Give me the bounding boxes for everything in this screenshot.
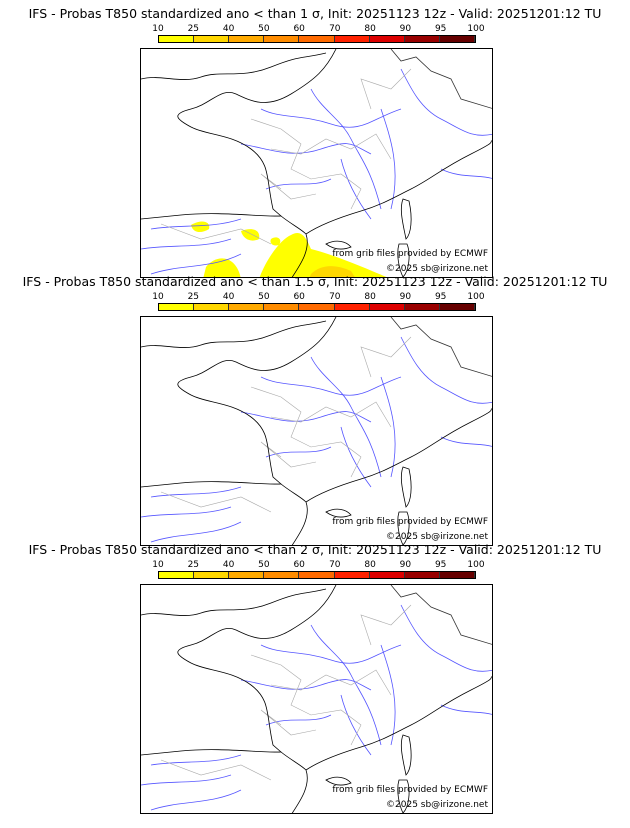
colorbar-segment: [439, 304, 475, 310]
colorbar-tick-label: 100: [467, 24, 485, 34]
colorbar-segment: [334, 36, 370, 42]
forecast-panel: IFS - Probas T850 standardized ano < tha…: [0, 536, 630, 814]
colorbar-tick-label: 80: [364, 560, 376, 570]
colorbar-tick-label: 50: [258, 24, 270, 34]
colorbar-segment: [194, 572, 230, 578]
colorbar-tick-label: 90: [399, 560, 412, 570]
colorbar-segment: [439, 36, 475, 42]
colorbar-tick-label: 100: [467, 560, 485, 570]
colorbar-tick-label: 60: [293, 560, 305, 570]
panel-title: IFS - Probas T850 standardized ano < tha…: [22, 274, 608, 289]
rivers: [141, 68, 492, 275]
prob-area: [270, 237, 281, 246]
borders-admin: [160, 604, 412, 781]
colorbar-ticks: 10 25 40 50 60 70 80 90 95 100: [152, 24, 484, 36]
colorbar-segment: [334, 304, 370, 310]
colorbar-segment: [159, 572, 195, 578]
map-basemap: [141, 585, 492, 813]
colorbar-segment: [404, 572, 440, 578]
coastlines: [141, 585, 492, 813]
colorbar-tick-label: 25: [187, 292, 200, 302]
colorbar-tick-label: 80: [364, 292, 376, 302]
colorbar-tick-label: 80: [364, 24, 376, 34]
colorbar-tick-label: 25: [187, 560, 200, 570]
colorbar-tick-label: 40: [222, 560, 235, 570]
panel-title: IFS - Probas T850 standardized ano < tha…: [28, 542, 602, 557]
colorbar-segment: [229, 36, 265, 42]
colorbar-tick-label: 95: [434, 560, 447, 570]
probability-map: from grib files provided by ECMWF ©2025 …: [140, 316, 493, 546]
colorbar-tick-label: 60: [293, 24, 305, 34]
map-basemap: [141, 49, 492, 277]
colorbar-tick-label: 95: [434, 292, 447, 302]
colorbar-tick-label: 40: [222, 292, 235, 302]
colorbar-tick-label: 10: [152, 24, 164, 34]
colorbar-tick-label: 25: [187, 24, 200, 34]
colorbar-segment: [264, 304, 300, 310]
colorbar-segment: [229, 572, 265, 578]
colorbar-segment: [159, 304, 195, 310]
forecast-panel: IFS - Probas T850 standardized ano < tha…: [0, 0, 630, 278]
source-credit: from grib files provided by ECMWF: [332, 249, 488, 259]
colorbar-tick-label: 100: [467, 292, 485, 302]
prob-area: [191, 221, 210, 233]
colorbar-segment: [369, 36, 405, 42]
colorbar-segment: [194, 304, 230, 310]
probability-fill: [191, 221, 387, 277]
borders-admin: [160, 68, 412, 245]
colorbar-tick-label: 95: [434, 24, 447, 34]
copyright-credit: ©2025 sb@irizone.net: [386, 264, 488, 274]
borders-admin: [160, 336, 412, 513]
probability-map: from grib files provided by ECMWF ©2025 …: [140, 48, 493, 278]
forecast-panel: IFS - Probas T850 standardized ano < tha…: [0, 268, 630, 546]
probability-map: from grib files provided by ECMWF ©2025 …: [140, 584, 493, 814]
colorbar-segment: [159, 36, 195, 42]
copyright-credit: ©2025 sb@irizone.net: [386, 800, 488, 810]
panel-title: IFS - Probas T850 standardized ano < tha…: [28, 6, 602, 21]
colorbar-tick-label: 70: [329, 292, 341, 302]
colorbar-segment: [439, 572, 475, 578]
coastlines: [141, 317, 492, 545]
colorbar-segment: [369, 304, 405, 310]
colorbar-tick-label: 10: [152, 560, 164, 570]
colorbar-ticks: 10 25 40 50 60 70 80 90 95 100: [152, 292, 484, 304]
colorbar: [158, 35, 476, 43]
copyright-credit: ©2025 sb@irizone.net: [386, 532, 488, 542]
colorbar-segment: [299, 36, 335, 42]
colorbar-segment: [194, 36, 230, 42]
colorbar: [158, 303, 476, 311]
prob-area: [309, 266, 355, 277]
colorbar-tick-label: 90: [399, 292, 412, 302]
prob-area: [241, 229, 260, 241]
colorbar-tick-label: 50: [258, 560, 270, 570]
colorbar-segment: [299, 304, 335, 310]
colorbar-segment: [404, 304, 440, 310]
colorbar-segment: [299, 572, 335, 578]
colorbar-segment: [264, 572, 300, 578]
source-credit: from grib files provided by ECMWF: [332, 517, 488, 527]
colorbar-tick-label: 10: [152, 292, 164, 302]
colorbar-tick-label: 70: [329, 560, 341, 570]
prob-area: [259, 232, 387, 277]
colorbar-segment: [404, 36, 440, 42]
coastlines: [141, 49, 492, 277]
colorbar-segment: [229, 304, 265, 310]
source-credit: from grib files provided by ECMWF: [332, 785, 488, 795]
map-basemap: [141, 317, 492, 545]
colorbar-tick-label: 70: [329, 24, 341, 34]
colorbar-segment: [334, 572, 370, 578]
colorbar: [158, 571, 476, 579]
colorbar-segment: [369, 572, 405, 578]
colorbar-tick-label: 90: [399, 24, 412, 34]
colorbar-tick-label: 40: [222, 24, 235, 34]
colorbar-tick-label: 60: [293, 292, 305, 302]
colorbar-tick-label: 50: [258, 292, 270, 302]
colorbar-ticks: 10 25 40 50 60 70 80 90 95 100: [152, 560, 484, 572]
colorbar-segment: [264, 36, 300, 42]
